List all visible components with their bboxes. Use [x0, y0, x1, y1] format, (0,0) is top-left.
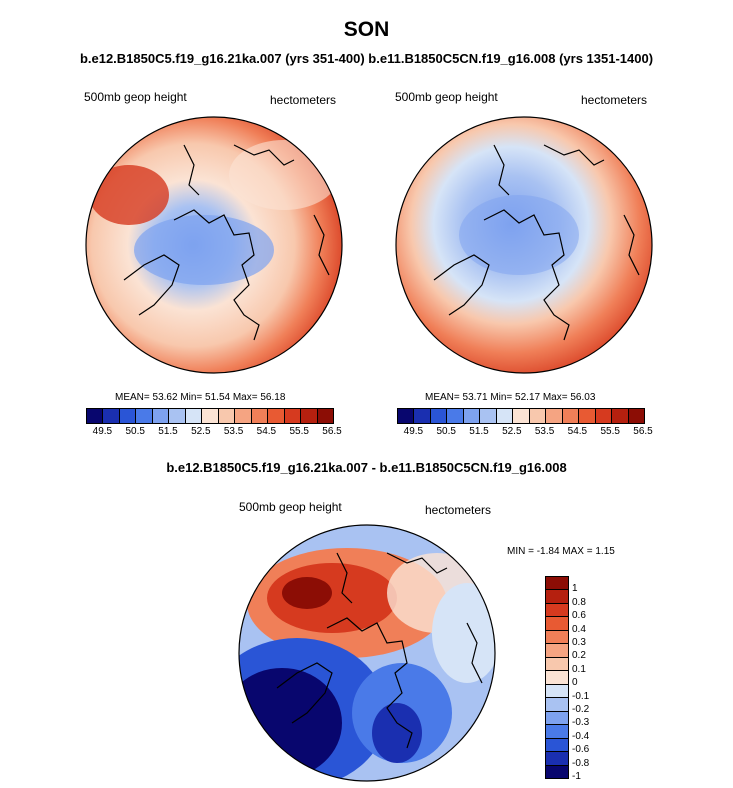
subtitle: b.e12.B1850C5.f19_g16.21ka.007 (yrs 351-…	[79, 51, 654, 66]
panel1-colorbar	[86, 408, 334, 424]
colorbar-swatch	[546, 752, 568, 766]
diff-colorbar-tick-label: 0.2	[572, 650, 586, 662]
diff-colorbar-tick-label: -0.1	[572, 690, 590, 702]
colorbar-tick-label: 49.5	[92, 426, 113, 437]
colorbar-tick-label: 55.5	[289, 426, 309, 437]
colorbar-tick-label: 54.5	[256, 426, 277, 437]
colorbar-swatch	[251, 409, 269, 423]
colorbar-tick-label: 50.5	[436, 426, 456, 437]
panel1-variable-label: 500mb geop height	[84, 90, 187, 104]
colorbar-swatch	[136, 409, 153, 423]
colorbar-swatch	[447, 409, 464, 423]
diff-colorbar-tick-label: -0.6	[572, 744, 590, 756]
diff-colorbar-tick-label: -0.8	[572, 757, 590, 769]
colorbar-tick-label: 56.5	[322, 426, 342, 437]
diff-colorbar	[545, 576, 569, 779]
colorbar-swatch	[169, 409, 186, 423]
colorbar-tick-label: 51.5	[158, 426, 178, 437]
colorbar-swatch	[546, 684, 568, 699]
colorbar-tick-label: 54.5	[567, 426, 588, 437]
colorbar-swatch	[480, 409, 497, 423]
diff-colorbar-tick-label: -1	[572, 771, 581, 782]
diff-colorbar-tick-label: -0.4	[572, 730, 590, 742]
colorbar-swatch	[235, 409, 252, 423]
colorbar-swatch	[562, 409, 580, 423]
colorbar-tick-label: 53.5	[534, 426, 555, 437]
colorbar-swatch	[546, 738, 568, 753]
main-title: SON	[343, 18, 390, 41]
colorbar-swatch	[398, 409, 415, 423]
colorbar-swatch	[546, 657, 568, 672]
colorbar-swatch	[152, 409, 170, 423]
colorbar-tick-label: 50.5	[125, 426, 145, 437]
colorbar-swatch	[284, 409, 302, 423]
colorbar-swatch	[546, 590, 568, 604]
diff-colorbar-tick-label: 0.8	[572, 596, 586, 608]
colorbar-tick-label: 51.5	[469, 426, 489, 437]
difference-title: b.e12.B1850C5.f19_g16.21ka.007 - b.e11.B…	[166, 460, 567, 475]
panel2-stats: MEAN= 53.71 Min= 52.17 Max= 56.03	[425, 392, 596, 403]
diff-colorbar-tick-label: 1	[572, 583, 578, 595]
diff-units-label: hectometers	[425, 503, 492, 517]
diff-stats: MIN = -1.84 MAX = 1.15	[507, 546, 615, 557]
diff-colorbar-tick-label: 0.6	[572, 610, 586, 622]
colorbar-swatch	[546, 698, 568, 712]
diff-colorbar-tick-label: -0.2	[572, 704, 590, 715]
colorbar-swatch	[87, 409, 104, 423]
colorbar-swatch	[628, 409, 645, 423]
colorbar-swatch	[463, 409, 481, 423]
colorbar-swatch	[546, 603, 568, 618]
colorbar-tick-label: 52.5	[502, 426, 522, 437]
colorbar-swatch	[119, 409, 137, 423]
diff-variable-label: 500mb geop height	[239, 500, 342, 514]
colorbar-swatch	[546, 711, 568, 726]
colorbar-swatch	[546, 577, 568, 591]
colorbar-tick-label: 56.5	[633, 426, 653, 437]
panel2-variable-label: 500mb geop height	[395, 90, 498, 104]
diff-polar-map	[238, 524, 496, 782]
colorbar-swatch	[546, 725, 568, 739]
colorbar-swatch	[612, 409, 629, 423]
colorbar-swatch	[546, 409, 563, 423]
colorbar-swatch	[595, 409, 613, 423]
colorbar-tick-label: 53.5	[223, 426, 244, 437]
panel2-colorbar	[397, 408, 645, 424]
colorbar-swatch	[546, 644, 568, 658]
colorbar-swatch	[430, 409, 448, 423]
colorbar-tick-label: 55.5	[600, 426, 620, 437]
colorbar-swatch	[546, 617, 568, 631]
colorbar-swatch	[301, 409, 318, 423]
colorbar-swatch	[546, 765, 568, 779]
colorbar-swatch	[513, 409, 530, 423]
colorbar-swatch	[218, 409, 236, 423]
colorbar-swatch	[529, 409, 547, 423]
colorbar-swatch	[546, 671, 568, 685]
panel2-units-label: hectometers	[581, 93, 648, 107]
diff-colorbar-tick-label: 0.1	[572, 663, 586, 675]
panel1-polar-map	[85, 116, 343, 374]
panel1-stats: MEAN= 53.62 Min= 51.54 Max= 56.18	[115, 392, 286, 403]
diff-colorbar-tick-label: 0.4	[572, 623, 586, 635]
panel1-units-label: hectometers	[270, 93, 337, 107]
colorbar-tick-label: 49.5	[403, 426, 424, 437]
colorbar-swatch	[185, 409, 203, 423]
diff-colorbar-tick-label: -0.3	[572, 717, 590, 729]
colorbar-tick-label: 52.5	[191, 426, 211, 437]
colorbar-swatch	[202, 409, 219, 423]
diff-colorbar-tick-label: 0.3	[572, 637, 586, 648]
panel2-polar-map	[395, 116, 653, 374]
colorbar-swatch	[579, 409, 596, 423]
colorbar-swatch	[268, 409, 285, 423]
colorbar-swatch	[317, 409, 334, 423]
colorbar-swatch	[546, 630, 568, 645]
colorbar-swatch	[103, 409, 120, 423]
diff-colorbar-tick-label: 0	[572, 677, 578, 689]
colorbar-swatch	[414, 409, 431, 423]
colorbar-swatch	[496, 409, 514, 423]
